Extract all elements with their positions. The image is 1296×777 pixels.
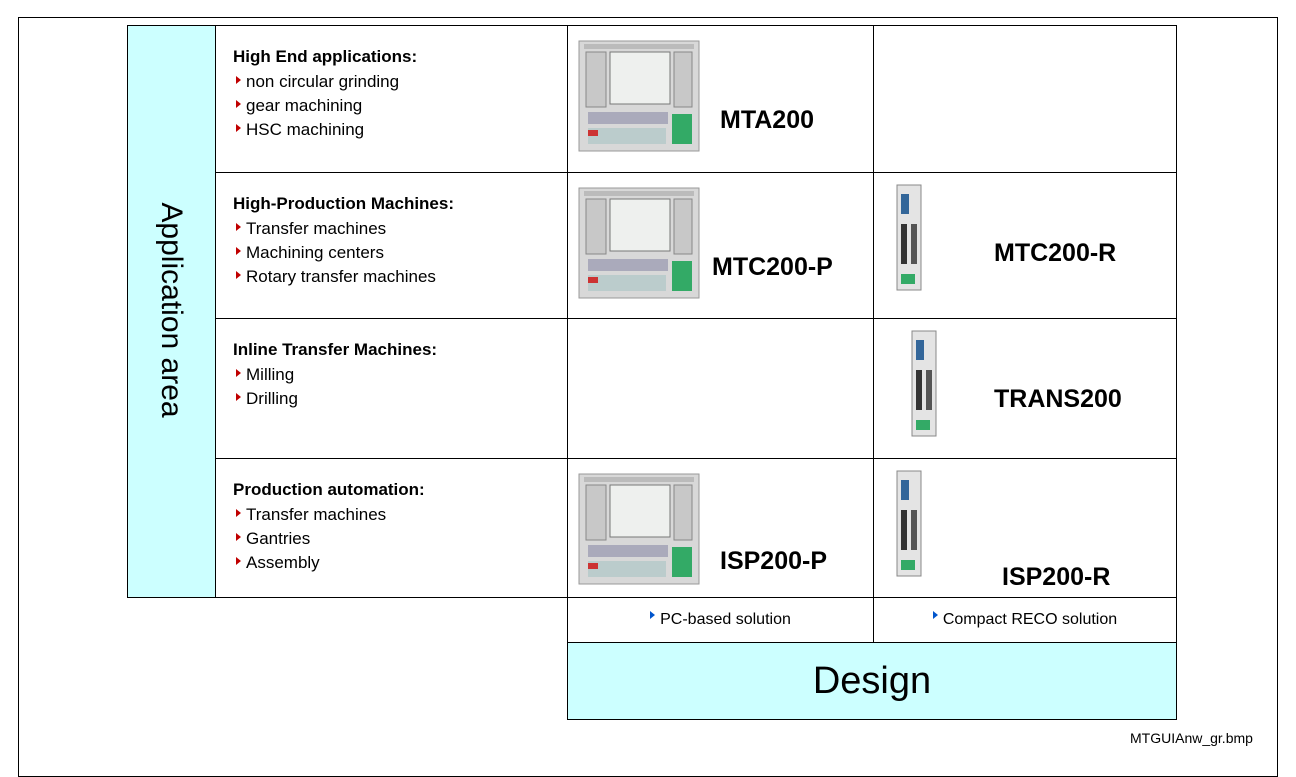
reco-device <box>896 470 922 577</box>
reco-device <box>896 184 922 291</box>
application-item: Assembly <box>236 551 320 575</box>
application-item: Drilling <box>236 387 298 411</box>
product-label: MTA200 <box>720 106 815 134</box>
design-title: Design <box>567 642 1177 720</box>
application-cell: High End applications: non circular grind… <box>215 25 568 173</box>
reco-cell: ISP200-R <box>873 458 1177 598</box>
reco-device <box>911 330 937 437</box>
application-item: Gantries <box>236 527 310 551</box>
side-title: Application area <box>155 202 188 418</box>
application-item: Machining centers <box>236 241 384 265</box>
application-heading: Inline Transfer Machines: <box>233 340 438 359</box>
application-cell: High-Production Machines: Transfer machin… <box>215 172 568 319</box>
product-label: ISP200-R <box>1002 563 1111 591</box>
product-label: MTC200-R <box>994 239 1117 267</box>
product-label: ISP200-P <box>720 547 828 575</box>
application-item: Transfer machines <box>236 217 386 241</box>
application-item: Rotary transfer machines <box>236 265 436 289</box>
application-item: Transfer machines <box>236 503 386 527</box>
reco-cell <box>873 25 1177 173</box>
pc-device <box>578 473 700 585</box>
column-label: PC-based solution <box>567 597 874 643</box>
product-label: MTC200-P <box>712 253 833 281</box>
side-panel <box>127 25 216 598</box>
application-cell: Production automation: Transfer machines G… <box>215 458 568 598</box>
pc-device <box>578 187 700 299</box>
filename: MTGUIAnw_gr.bmp <box>1130 730 1253 746</box>
product-label: TRANS200 <box>994 385 1122 413</box>
application-heading: Production automation: <box>233 480 425 499</box>
application-item: gear machining <box>236 94 362 118</box>
application-heading: High End applications: <box>233 47 418 66</box>
pc-device <box>578 40 700 152</box>
application-item: HSC machining <box>236 118 364 142</box>
application-item: non circular grinding <box>236 70 399 94</box>
application-cell: Inline Transfer Machines: Milling Drilling <box>215 318 568 459</box>
page: Application area MTGUIAnw_gr.bmp High En… <box>0 0 1296 755</box>
application-item: Milling <box>236 363 294 387</box>
column-label: Compact RECO solution <box>873 597 1177 643</box>
reco-cell: MTC200-R <box>873 172 1177 319</box>
application-heading: High-Production Machines: <box>233 194 454 213</box>
pc-cell <box>567 318 874 459</box>
